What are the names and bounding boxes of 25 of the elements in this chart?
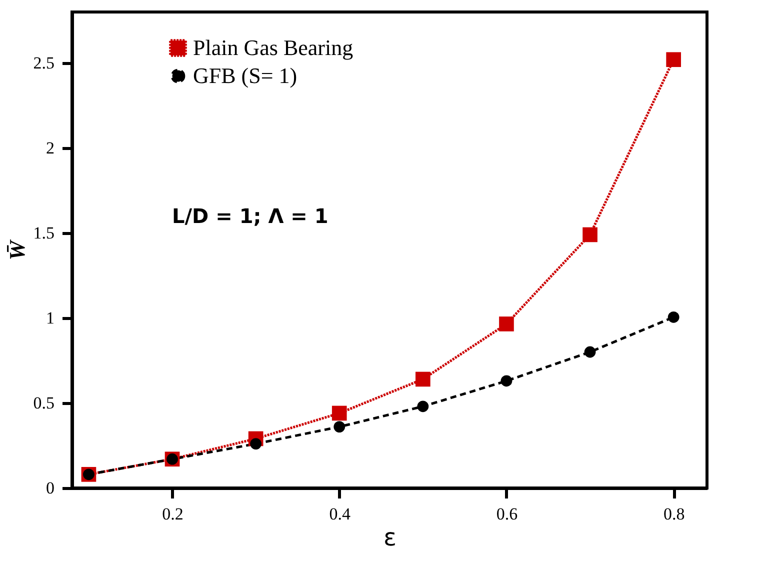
point (332, 406, 347, 421)
y-tick-label: 2.5 (33, 54, 54, 72)
x-tick-label: 0.8 (663, 504, 685, 524)
y-tick-label: 1.5 (33, 224, 54, 242)
point (500, 375, 512, 387)
x-tick-label: 0.6 (496, 504, 518, 524)
x-tick-label: 0.2 (162, 504, 184, 524)
point (416, 372, 430, 387)
y-axis-title: W̄ (4, 239, 30, 260)
y-tick-label: 2 (46, 138, 54, 158)
legend-label: Plain Gas Bearing (193, 35, 354, 60)
y-tick-label: 0.5 (33, 394, 54, 412)
annotation: L/D = 1; Λ = 1 (172, 204, 328, 228)
point (584, 346, 596, 358)
point (417, 400, 429, 412)
legend-label: GFB (S= 1) (193, 63, 298, 88)
point (582, 227, 598, 242)
y-tick-label: 0 (46, 478, 54, 498)
x-axis-title: ε (384, 524, 396, 552)
point (334, 421, 346, 432)
x-tick-label: 0.4 (329, 504, 351, 524)
point (499, 316, 514, 332)
point (666, 52, 681, 68)
y-tick-label: 1 (46, 308, 54, 328)
point (668, 311, 680, 323)
